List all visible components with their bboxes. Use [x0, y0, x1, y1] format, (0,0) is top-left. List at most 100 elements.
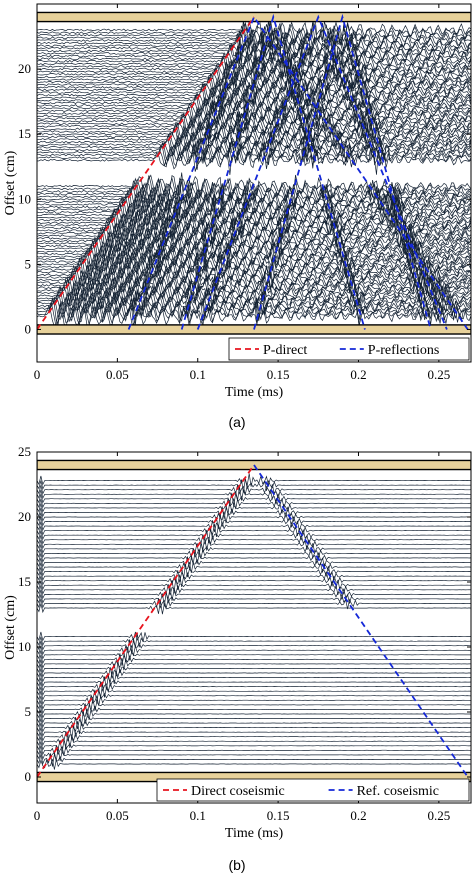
x-tick-label: 0.2	[350, 808, 366, 823]
trace-line	[37, 587, 471, 601]
reflection-line-1	[253, 464, 469, 778]
trace-line	[37, 670, 471, 685]
trace-line	[37, 252, 471, 281]
trace-line	[37, 131, 471, 158]
trace-line	[37, 34, 471, 65]
y-axis-label: Offset (cm)	[3, 595, 18, 660]
y-tick-label: 5	[25, 256, 32, 271]
trace-line	[37, 753, 471, 767]
trace-line	[37, 94, 471, 118]
trace-line	[37, 592, 471, 607]
trace-line	[37, 600, 471, 615]
trace-line	[37, 520, 471, 532]
trace-line	[37, 37, 471, 62]
trace-line	[37, 300, 471, 328]
trace-line	[37, 255, 471, 283]
trace-line	[37, 731, 471, 743]
y-axis-label: Offset (cm)	[3, 150, 18, 215]
trace-line	[37, 708, 471, 720]
caption-a: (a)	[228, 414, 245, 430]
trace-line	[37, 721, 471, 735]
trace-line	[37, 577, 471, 593]
trace-line	[37, 69, 471, 99]
reflection-line-1	[127, 15, 469, 331]
trace-line	[37, 111, 471, 139]
legend-box	[228, 337, 470, 361]
trace-line	[37, 550, 471, 565]
trace-line	[37, 473, 471, 487]
plot-area	[37, 11, 471, 335]
trace-group	[37, 14, 471, 329]
y-tick-label: 20	[18, 61, 31, 76]
trace-line	[37, 81, 471, 107]
y-tick-label: 15	[18, 126, 31, 141]
reflection-line-4	[253, 13, 432, 330]
trace-line	[37, 584, 471, 596]
trace-line	[37, 116, 471, 142]
direct-line-0	[37, 16, 255, 331]
y-tick-label: 20	[18, 509, 31, 524]
trace-line	[37, 739, 471, 754]
trace-line	[37, 270, 471, 298]
x-tick-label: 0.15	[267, 808, 290, 823]
trace-line	[37, 243, 471, 271]
trace-line	[37, 122, 471, 149]
trace-line	[37, 506, 471, 520]
y-tick-label: 0	[25, 769, 32, 784]
trace-line	[37, 110, 471, 133]
trace-line	[37, 484, 471, 496]
trace-line	[37, 657, 471, 671]
trace-line	[37, 733, 471, 748]
trace-line	[37, 240, 471, 268]
trace-line	[37, 172, 471, 203]
trace-line	[37, 745, 471, 756]
trace-line	[37, 224, 471, 253]
trace-line	[37, 747, 471, 762]
trace-group	[37, 473, 471, 770]
y-tick-label: 0	[25, 321, 32, 336]
trace-line	[37, 302, 471, 329]
trace-line	[37, 141, 471, 164]
x-tick-label: 0	[34, 808, 41, 823]
x-tick-label: 0.2	[350, 367, 366, 382]
trace-line	[37, 127, 471, 153]
trace-line	[37, 536, 471, 551]
trace-line	[37, 653, 471, 666]
trace-line	[37, 561, 471, 573]
trace-line	[37, 14, 471, 43]
legend-entry: Direct coseismic	[191, 784, 285, 799]
trace-line	[37, 548, 471, 560]
y-tick-label: 10	[18, 639, 31, 654]
trace-line	[37, 683, 471, 698]
trace-line	[37, 660, 471, 677]
legend-box	[156, 778, 470, 802]
x-tick-label: 0.25	[427, 367, 450, 382]
legend-entry: Ref. coseismic	[357, 784, 439, 799]
legend-entry: P-direct	[263, 343, 307, 358]
trace-line	[37, 511, 471, 524]
trace-line	[37, 639, 471, 653]
trace-line	[37, 633, 471, 648]
x-tick-label: 0	[34, 367, 41, 382]
trace-line	[37, 703, 471, 717]
trace-line	[37, 101, 471, 132]
trace-line	[37, 667, 471, 679]
trace-line	[37, 238, 471, 269]
trace-line	[37, 274, 471, 302]
trace-line	[37, 694, 471, 706]
reflection-line-2	[180, 13, 366, 330]
plot-area	[37, 459, 471, 783]
trace-line	[37, 73, 471, 104]
trace-line	[37, 270, 471, 296]
trace-line	[37, 542, 471, 557]
trace-line	[37, 29, 471, 59]
x-tick-label: 0.05	[106, 808, 129, 823]
trace-line	[37, 128, 471, 151]
legend: P-direct P-reflections	[228, 337, 470, 361]
panel-b-chart: 0 0.05 0.1 0.15 0.2 0.25 0 5 10 15 20 25 Time (ms) Of…	[3, 444, 472, 841]
trace-line	[37, 675, 471, 690]
y-tick-label: 25	[18, 444, 31, 459]
trace-line	[37, 478, 471, 493]
trace-line	[37, 697, 471, 712]
